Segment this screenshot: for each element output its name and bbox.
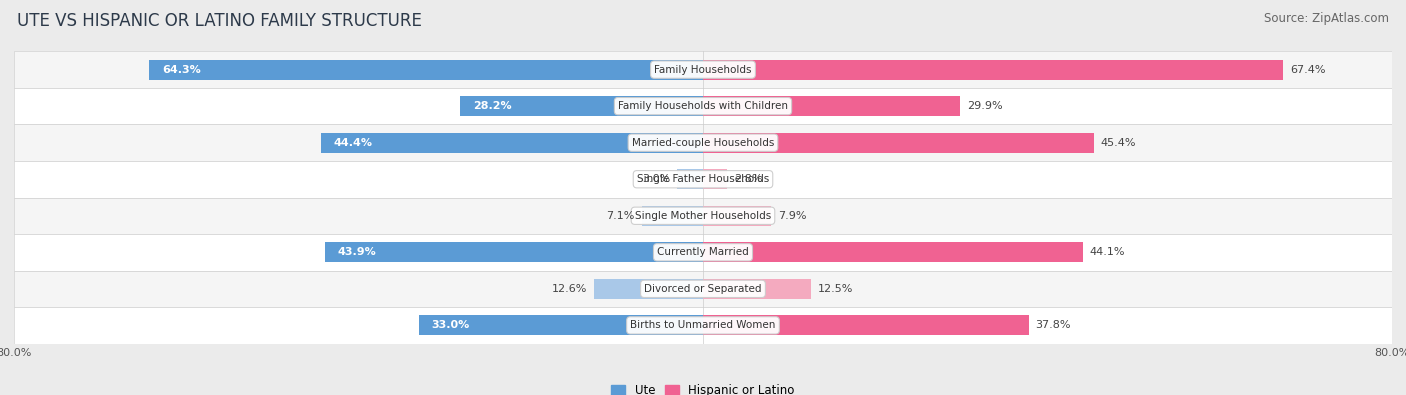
Text: 67.4%: 67.4% [1291, 65, 1326, 75]
Text: 64.3%: 64.3% [162, 65, 201, 75]
Text: 44.1%: 44.1% [1090, 247, 1125, 257]
Bar [14, 124, 1392, 161]
Bar [321, 133, 703, 153]
Bar [14, 234, 1392, 271]
Text: 28.2%: 28.2% [472, 101, 512, 111]
Bar [703, 60, 1284, 80]
Text: Single Father Households: Single Father Households [637, 174, 769, 184]
Text: Family Households with Children: Family Households with Children [619, 101, 787, 111]
Bar [595, 279, 703, 299]
Bar [14, 161, 1392, 198]
Text: 37.8%: 37.8% [1035, 320, 1071, 330]
Text: Source: ZipAtlas.com: Source: ZipAtlas.com [1264, 12, 1389, 25]
Text: 3.0%: 3.0% [643, 174, 671, 184]
Text: Births to Unmarried Women: Births to Unmarried Women [630, 320, 776, 330]
Text: 2.8%: 2.8% [734, 174, 762, 184]
Text: 7.9%: 7.9% [778, 211, 807, 221]
Text: UTE VS HISPANIC OR LATINO FAMILY STRUCTURE: UTE VS HISPANIC OR LATINO FAMILY STRUCTU… [17, 12, 422, 30]
Bar [703, 169, 727, 189]
Bar [14, 271, 1392, 307]
Bar [419, 315, 703, 335]
Bar [703, 242, 1083, 262]
Text: 7.1%: 7.1% [606, 211, 636, 221]
Bar [703, 206, 770, 226]
Bar [703, 315, 1029, 335]
Legend: Ute, Hispanic or Latino: Ute, Hispanic or Latino [606, 380, 800, 395]
Text: 43.9%: 43.9% [337, 247, 377, 257]
Text: Divorced or Separated: Divorced or Separated [644, 284, 762, 294]
Bar [643, 206, 703, 226]
Text: 33.0%: 33.0% [432, 320, 470, 330]
Text: 12.5%: 12.5% [817, 284, 853, 294]
Text: 44.4%: 44.4% [333, 138, 373, 148]
Bar [703, 96, 960, 116]
Bar [703, 279, 811, 299]
Text: 12.6%: 12.6% [553, 284, 588, 294]
Bar [14, 88, 1392, 124]
Bar [14, 198, 1392, 234]
Text: Married-couple Households: Married-couple Households [631, 138, 775, 148]
Text: Family Households: Family Households [654, 65, 752, 75]
Bar [14, 51, 1392, 88]
Bar [678, 169, 703, 189]
Bar [460, 96, 703, 116]
Bar [14, 307, 1392, 344]
Bar [325, 242, 703, 262]
Bar [149, 60, 703, 80]
Text: Single Mother Households: Single Mother Households [636, 211, 770, 221]
Text: 45.4%: 45.4% [1101, 138, 1136, 148]
Text: 29.9%: 29.9% [967, 101, 1002, 111]
Text: Currently Married: Currently Married [657, 247, 749, 257]
Bar [703, 133, 1094, 153]
